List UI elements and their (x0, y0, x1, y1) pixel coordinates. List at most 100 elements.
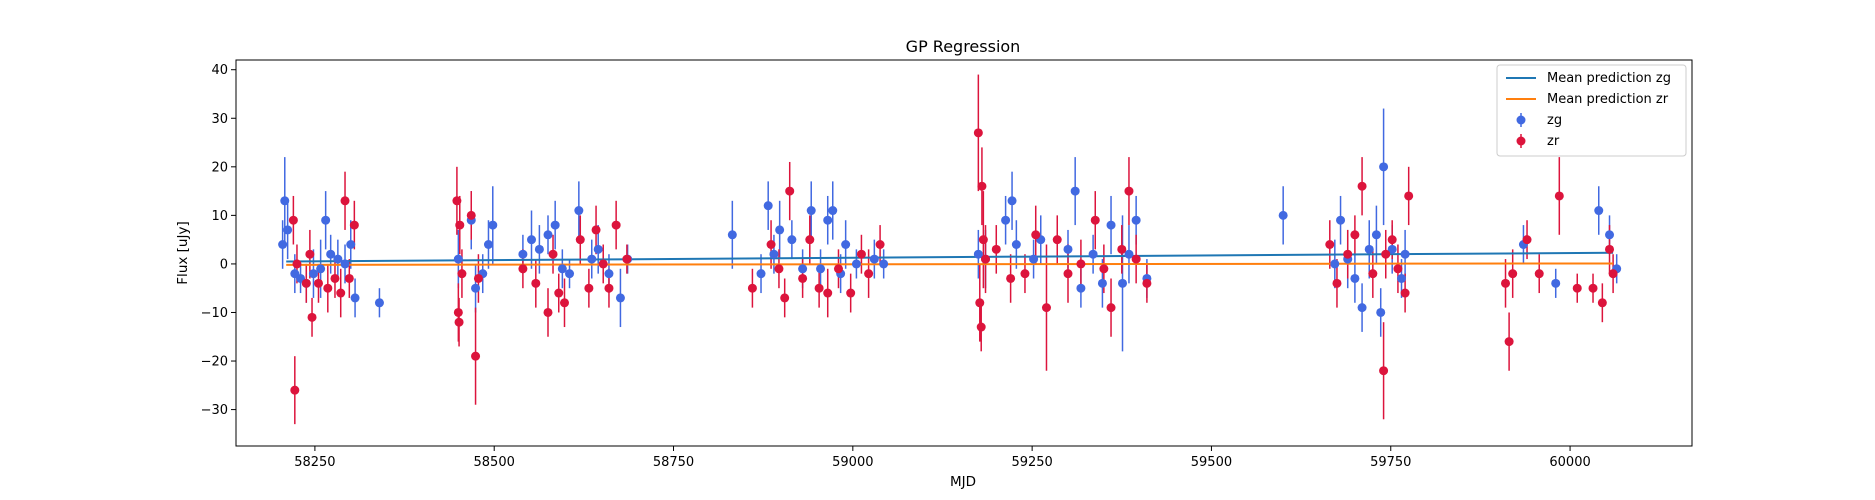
data-point-zr (457, 269, 467, 279)
data-point-zr (1020, 269, 1030, 279)
data-point-zr (991, 244, 1001, 254)
data-point-zr (1041, 303, 1051, 313)
data-point-zr (747, 283, 757, 293)
x-axis-label: MJD (950, 474, 976, 490)
data-point-zr (981, 254, 991, 264)
legend-label-zg-line: Mean prediction zg (1547, 71, 1671, 86)
data-point-zg (316, 264, 326, 274)
data-point-zg (1551, 278, 1561, 288)
data-point-zr (1357, 181, 1367, 191)
data-point-zg (346, 240, 356, 250)
y-tick-label: 20 (211, 160, 228, 175)
data-point-zg (604, 269, 614, 279)
data-point-zr (805, 235, 815, 245)
data-point-zr (1379, 366, 1389, 376)
data-point-zr (798, 273, 808, 283)
data-point-zr (1534, 269, 1544, 279)
data-point-zg (615, 293, 625, 303)
data-point-zr (1117, 244, 1127, 254)
data-point-zr (1124, 186, 1134, 196)
y-axis: −30 −20 −10 0 10 20 30 40 (201, 63, 236, 418)
data-point-zr (1597, 298, 1607, 308)
legend: Mean prediction zg Mean prediction zr zg… (1496, 64, 1687, 157)
data-point-zr (313, 278, 323, 288)
data-point-zr (598, 259, 608, 269)
mean-prediction-lines (286, 251, 1614, 266)
x-tick-label: 58500 (474, 455, 515, 470)
data-point-zg (1397, 273, 1407, 283)
data-point-zg (756, 269, 766, 279)
data-point-zr (1381, 249, 1391, 259)
data-point-zg (1357, 303, 1367, 313)
data-point-zr (1350, 230, 1360, 240)
data-point-zg (1007, 196, 1017, 206)
data-point-zg (340, 259, 350, 269)
data-point-zg (1097, 278, 1107, 288)
data-point-zg (763, 201, 773, 211)
data-point-zg (593, 244, 603, 254)
data-point-zr (452, 196, 462, 206)
data-point-zg (851, 259, 861, 269)
data-point-zr (292, 259, 302, 269)
data-point-zg (869, 254, 879, 264)
data-point-zg (1594, 206, 1604, 216)
data-point-zg (1131, 215, 1141, 225)
data-point-zr (864, 269, 874, 279)
data-point-zg (806, 206, 816, 216)
data-point-zg (1605, 230, 1615, 240)
y-tick-label: −10 (201, 306, 228, 321)
data-point-zr (1006, 273, 1016, 283)
data-point-zr (1052, 235, 1062, 245)
data-point-zr (340, 196, 350, 206)
data-point-zr (466, 210, 476, 220)
x-tick-label: 58250 (294, 455, 335, 470)
data-point-zr (875, 240, 885, 250)
data-point-zg (1336, 215, 1346, 225)
data-point-zg (1118, 278, 1128, 288)
y-tick-label: −20 (201, 355, 228, 370)
data-point-zg (453, 254, 463, 264)
data-point-zr (973, 128, 983, 138)
x-tick-label: 60000 (1549, 455, 1590, 470)
data-point-zg (879, 259, 889, 269)
data-point-zg (283, 225, 293, 235)
data-point-zg (798, 264, 808, 274)
data-point-zr (766, 240, 776, 250)
legend-swatch-zg-marker (1516, 115, 1526, 125)
data-point-zr (518, 264, 528, 274)
data-point-zr (454, 317, 464, 327)
legend-swatch-zr-marker (1516, 136, 1526, 146)
data-point-zr (1343, 249, 1353, 259)
data-point-zg (1364, 244, 1374, 254)
data-point-zg (1063, 244, 1073, 254)
data-point-zr (471, 351, 481, 361)
data-point-zr (1063, 269, 1073, 279)
data-points (278, 128, 1622, 395)
data-point-zg (587, 254, 597, 264)
data-point-zg (557, 264, 567, 274)
data-point-zr (856, 249, 866, 259)
data-point-zr (1332, 278, 1342, 288)
data-point-zr (288, 215, 298, 225)
y-tick-label: −30 (201, 403, 228, 418)
legend-label-zr-line: Mean prediction zr (1547, 92, 1669, 107)
data-point-zr (604, 283, 614, 293)
data-point-zr (846, 288, 856, 298)
data-point-zr (543, 307, 553, 317)
data-point-zr (1099, 264, 1109, 274)
data-point-zg (1088, 249, 1098, 259)
data-point-zg (280, 196, 290, 206)
data-point-zr (611, 220, 621, 230)
data-point-zr (1090, 215, 1100, 225)
data-point-zg (574, 206, 584, 216)
x-tick-label: 59500 (1191, 455, 1232, 470)
data-point-zg (308, 269, 318, 279)
y-axis-label: Flux [uJy] (175, 221, 191, 284)
data-point-zr (1400, 288, 1410, 298)
data-point-zr (1504, 337, 1514, 347)
data-point-zg (483, 240, 493, 250)
data-point-zr (455, 220, 465, 230)
data-point-zg (471, 283, 481, 293)
data-point-zr (591, 225, 601, 235)
